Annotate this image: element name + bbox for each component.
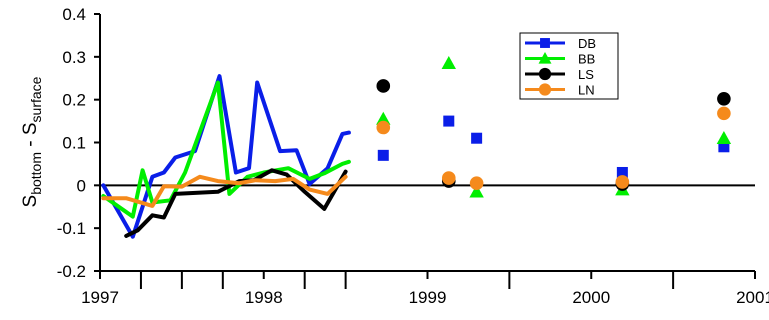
y-axis-label-sub1: bottom (28, 152, 44, 195)
x-tick-label: 2000 (572, 288, 610, 307)
data-point-ln (717, 106, 731, 121)
legend-label: LN (578, 83, 595, 98)
series-line-ls (124, 168, 348, 238)
x-tick-label: 1999 (409, 288, 447, 307)
y-tick-label: 0.4 (62, 5, 86, 24)
data-point-bb (376, 111, 391, 125)
data-point-ln (538, 83, 552, 96)
data-point-ls (538, 67, 552, 81)
series-ln (101, 106, 731, 208)
legend-label: BB (578, 52, 595, 67)
series-ls (124, 79, 731, 238)
series-bb (101, 56, 732, 219)
legend-item-ls: LS (525, 67, 594, 82)
legend-item-db: DB (525, 36, 596, 51)
legend-item-bb: BB (525, 52, 595, 67)
data-point-bb (441, 56, 456, 70)
data-point-ls (717, 92, 731, 106)
y-axis-label-sub2: surface (28, 76, 44, 122)
data-point-ls (376, 79, 391, 93)
plot-area (101, 56, 732, 239)
legend-label: LS (578, 67, 594, 82)
x-tick-label: 1997 (81, 288, 119, 307)
data-point-ln (441, 171, 456, 185)
data-point-db (443, 115, 455, 127)
data-point-db (377, 149, 389, 161)
data-point-db (616, 166, 628, 178)
legend-label: DB (578, 36, 596, 51)
data-point-db (718, 141, 730, 153)
y-axis-label-mid: - S (20, 122, 41, 152)
data-point-bb (716, 131, 732, 144)
legend-item-ln: LN (525, 83, 595, 98)
data-point-bb (469, 184, 484, 198)
y-tick-label: 0.1 (62, 134, 86, 153)
data-point-ln (376, 120, 391, 135)
series-db (101, 74, 730, 239)
data-point-db (471, 132, 483, 144)
data-point-bb (538, 52, 552, 64)
series-line-bb (101, 80, 351, 219)
series-line-ln (101, 174, 348, 208)
x-tick-label: 2001 (736, 288, 769, 307)
y-tick-label: -0.2 (57, 262, 86, 281)
x-tick-label: 1998 (245, 288, 283, 307)
y-tick-label: 0.2 (62, 91, 86, 110)
data-point-ln (615, 175, 630, 189)
y-tick-label: 0.3 (62, 48, 86, 67)
y-tick-label: -0.1 (57, 219, 86, 238)
y-axis-label-main: S (20, 195, 41, 208)
y-axis-label: Sbottom - Ssurface (20, 76, 44, 207)
y-tick-label: 0 (77, 176, 86, 195)
data-point-ln (469, 176, 484, 190)
axes: -0.2 -0.1 0 0.1 0.2 0.3 0.4 1997 1998 1999 2000 200… (57, 5, 769, 307)
data-point-db (540, 38, 550, 48)
